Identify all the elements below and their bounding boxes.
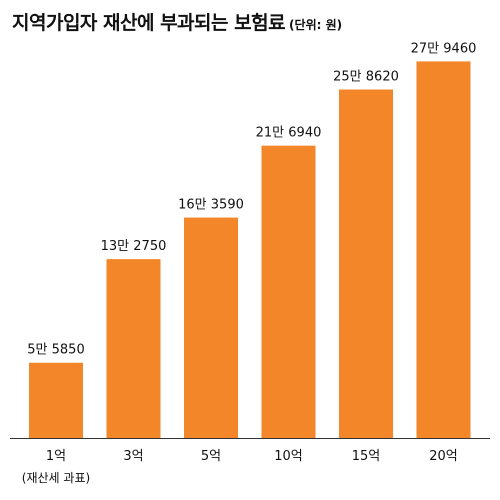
bar-value-label: 5만 5850 [27, 343, 84, 358]
bar-5 [339, 89, 393, 438]
x-tick-label: 10억 [274, 449, 303, 464]
x-tick-label: 3억 [123, 449, 143, 464]
x-tick-label: 5억 [201, 449, 221, 464]
x-tick-label: 20억 [429, 449, 458, 464]
bar-4 [261, 145, 316, 439]
chart-title: 지역가입자 재산에 부과되는 보험료 [12, 12, 286, 34]
bar-1 [29, 362, 83, 438]
bar-3 [184, 217, 238, 438]
bar-value-label: 27만 9460 [411, 41, 477, 56]
x-tick-label: 15억 [352, 449, 381, 464]
bar-2 [106, 259, 161, 438]
x-axis-note: (재산세 과표) [22, 471, 90, 485]
bar-value-label: 16만 3590 [178, 198, 244, 213]
x-tick-label: 1억 [46, 449, 66, 464]
unit-label: (단위: 원) [289, 18, 343, 32]
chart-title-group: 지역가입자 재산에 부과되는 보험료 (단위: 원) [12, 8, 342, 35]
bar-value-label: 21만 6940 [256, 126, 322, 141]
bar-value-label: 25만 8620 [333, 70, 399, 85]
bar-value-label: 13만 2750 [101, 239, 167, 254]
bar-6 [416, 61, 471, 438]
